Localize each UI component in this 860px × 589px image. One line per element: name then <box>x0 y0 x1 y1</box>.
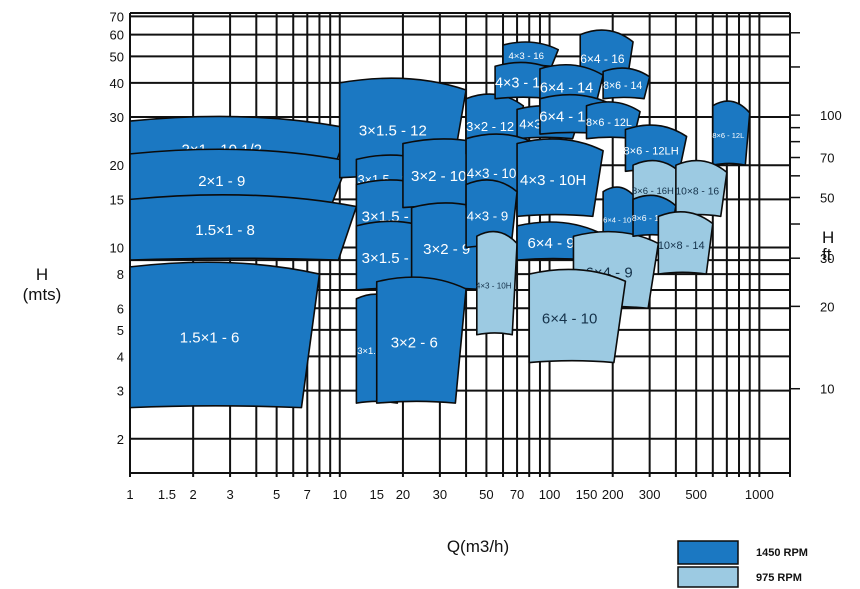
region-label: 10×8 - 16 <box>675 186 719 197</box>
x-tick-label: 15 <box>369 487 383 502</box>
region-label: 6×4 - 10 <box>603 215 631 224</box>
y-tick-label: 10 <box>110 241 124 256</box>
x-tick-label: 1000 <box>745 487 774 502</box>
x-axis-label: Q(m3/h) <box>447 537 509 556</box>
region-1-5-1-8-2 <box>129 193 358 261</box>
region-label: 3×1.5 - 8 <box>362 250 422 267</box>
y-tick-label: 30 <box>110 110 124 125</box>
region-6-4-10-975-26 <box>528 268 627 364</box>
y-tick-label: 5 <box>117 323 124 338</box>
y2-tick-label: 100 <box>820 108 842 123</box>
x-tick-label: 300 <box>639 487 661 502</box>
x-tick-label: 100 <box>539 487 561 502</box>
region-label: 10×8 - 14 <box>658 240 705 252</box>
x-tick-label: 500 <box>685 487 707 502</box>
x-tick-label: 200 <box>602 487 624 502</box>
y-tick-label: 20 <box>110 158 124 173</box>
region-label: 1.5×1 - 8 <box>195 222 255 239</box>
region-10-8-14-975-34 <box>657 210 714 275</box>
region-label: 3×1.5 - 12 <box>359 123 427 140</box>
y2-tick-label: 10 <box>820 382 834 397</box>
region-label: 6×4 - 16 <box>580 52 625 66</box>
x-axis-ticks: 1 1.5 2 3 5 7 10 15 20 30 50 70 100 150 200 300 500 1000 <box>126 487 773 502</box>
y-tick-label: 15 <box>110 192 124 207</box>
y2-tick-label: 50 <box>820 190 834 205</box>
region-label: 4×3 - 10.5 <box>467 166 528 181</box>
y-tick-label: 40 <box>110 76 124 91</box>
y-tick-label: 70 <box>110 9 124 24</box>
region-label: 4×3 - 9 <box>467 209 508 224</box>
x-tick-label: 20 <box>396 487 410 502</box>
region-label: 4×3 - 16 <box>508 51 543 62</box>
x-tick-label: 1.5 <box>158 487 176 502</box>
chart-axes: 1 1.5 2 3 5 7 10 15 20 30 50 70 100 150 200 300 500 1000 … <box>23 9 842 556</box>
region-label: 3×2 - 6 <box>391 335 438 352</box>
y-tick-label: 2 <box>117 432 124 447</box>
region-label: 8×6 - 12L <box>586 117 632 129</box>
x-tick-label: 2 <box>190 487 197 502</box>
region-label: 8×6 - 16H <box>632 186 674 197</box>
y-tick-label: 8 <box>117 267 124 282</box>
x-tick-label: 5 <box>273 487 280 502</box>
y2-tick-label: 70 <box>820 151 834 166</box>
region-label: 8×6 - 14 <box>603 80 642 92</box>
y2-tick-label: 20 <box>820 299 834 314</box>
region-3-2-6-11 <box>375 276 467 404</box>
region-4-3-10h-975-19 <box>476 230 518 336</box>
x-tick-label: 3 <box>226 487 233 502</box>
region-label: 3×1.5 - 9 <box>362 208 422 225</box>
y-tick-label: 6 <box>117 301 124 316</box>
x-tick-label: 150 <box>576 487 598 502</box>
region-label: 4×3 - 14 <box>495 75 548 91</box>
legend-swatch-975-rpm <box>677 566 739 588</box>
region-label: 1.5×1 - 6 <box>180 329 240 346</box>
region-label: 2×1 - 9 <box>198 173 245 190</box>
region-label: 8×6 - 12L <box>712 131 744 140</box>
y2-tick-label: 30 <box>820 251 834 266</box>
y-tick-label: 60 <box>110 28 124 43</box>
legend: 1450 RPM 975 RPM <box>677 540 808 588</box>
x-tick-label: 10 <box>333 487 347 502</box>
region-label: 6×4 - 10 <box>542 311 597 328</box>
region-label: 6×4 - 14 <box>540 80 593 96</box>
region-label: 4×3 - 10H <box>520 172 586 189</box>
legend-label-1450-rpm: 1450 RPM <box>756 547 808 559</box>
x-tick-label: 70 <box>510 487 524 502</box>
y-tick-label: 50 <box>110 49 124 64</box>
region-1-5-1-6-3 <box>129 261 321 409</box>
y-axis-label: H (mts) <box>23 265 62 304</box>
x-tick-label: 7 <box>304 487 311 502</box>
region-label: 3×2 - 9 <box>423 241 470 258</box>
x-tick-label: 50 <box>479 487 493 502</box>
region-label: 6×4 - 9 <box>527 235 574 252</box>
region-8-6-14-27 <box>602 67 651 100</box>
x-tick-label: 30 <box>433 487 447 502</box>
region-label: 8×6 - 12LH <box>624 145 679 157</box>
pump-regions: 2×1 - 10 1/22×1 - 91.5×1 - 81.5×1 - 63×1… <box>129 29 751 409</box>
region-label: 3×2 - 10.5 <box>411 168 479 185</box>
region-8-6-12l-30 <box>712 100 751 166</box>
y-tick-label: 4 <box>117 349 124 364</box>
y-tick-label: 3 <box>117 384 124 399</box>
x-tick-label: 1 <box>126 487 133 502</box>
region-label: 4×3 - 10H <box>476 281 512 290</box>
region-label: 8×6 - 14H <box>632 213 670 223</box>
y2-axis-ticks: 10 20 30 50 70 100 <box>820 108 842 397</box>
y-axis-ticks: 2 3 4 5 6 8 10 15 20 30 40 50 60 70 <box>110 9 124 446</box>
legend-label-975-rpm: 975 RPM <box>756 572 802 584</box>
region-label: 3×2 - 12 <box>466 119 514 134</box>
region-4-3-10h-17 <box>516 138 604 218</box>
legend-swatch-1450-rpm <box>677 540 739 565</box>
